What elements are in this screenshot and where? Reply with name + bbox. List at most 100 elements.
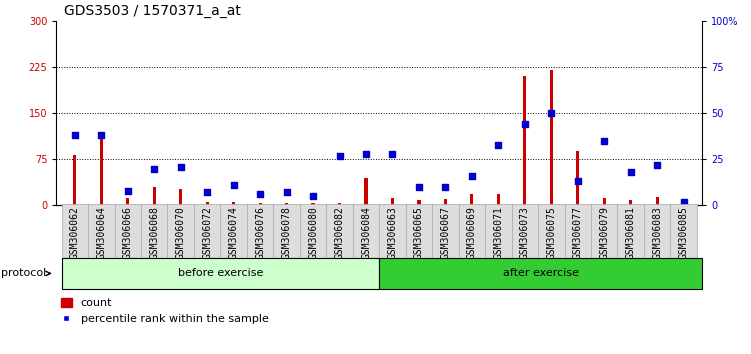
Text: GSM306079: GSM306079 xyxy=(599,206,609,259)
Bar xyxy=(496,194,500,205)
Text: GSM306066: GSM306066 xyxy=(123,206,133,259)
FancyBboxPatch shape xyxy=(300,204,327,258)
Point xyxy=(439,184,451,190)
Point xyxy=(333,153,345,159)
Text: GSM306074: GSM306074 xyxy=(228,206,239,259)
FancyBboxPatch shape xyxy=(353,204,379,258)
Text: GDS3503 / 1570371_a_at: GDS3503 / 1570371_a_at xyxy=(64,4,241,18)
FancyBboxPatch shape xyxy=(511,204,538,258)
Bar xyxy=(391,198,394,205)
Point xyxy=(175,164,187,170)
FancyBboxPatch shape xyxy=(459,204,485,258)
FancyBboxPatch shape xyxy=(194,204,221,258)
FancyBboxPatch shape xyxy=(644,204,671,258)
Text: GSM306081: GSM306081 xyxy=(626,206,635,259)
Bar xyxy=(576,151,579,205)
Point xyxy=(281,190,293,195)
FancyBboxPatch shape xyxy=(62,204,88,258)
Point xyxy=(545,110,557,116)
FancyBboxPatch shape xyxy=(115,204,141,258)
Text: GSM306084: GSM306084 xyxy=(361,206,371,259)
Bar xyxy=(444,199,447,205)
Bar xyxy=(523,76,526,205)
FancyBboxPatch shape xyxy=(432,204,459,258)
Text: GSM306085: GSM306085 xyxy=(679,206,689,259)
Bar xyxy=(550,70,553,205)
Text: GSM306073: GSM306073 xyxy=(520,206,530,259)
Bar xyxy=(285,204,288,205)
Bar xyxy=(152,187,156,205)
Bar xyxy=(470,194,473,205)
Bar xyxy=(629,200,632,205)
Legend: count, percentile rank within the sample: count, percentile rank within the sample xyxy=(56,294,273,329)
Text: GSM306069: GSM306069 xyxy=(467,206,477,259)
Point xyxy=(466,173,478,179)
Bar xyxy=(364,178,367,205)
FancyBboxPatch shape xyxy=(273,204,300,258)
FancyBboxPatch shape xyxy=(485,204,511,258)
Point xyxy=(599,138,611,144)
FancyBboxPatch shape xyxy=(617,204,644,258)
Point xyxy=(201,190,213,195)
Bar xyxy=(682,204,685,205)
Text: GSM306072: GSM306072 xyxy=(202,206,213,259)
Text: GSM306065: GSM306065 xyxy=(414,206,424,259)
Bar xyxy=(206,202,209,205)
Point xyxy=(387,151,399,156)
Point xyxy=(148,166,160,171)
Text: GSM306070: GSM306070 xyxy=(176,206,185,259)
Text: GSM306067: GSM306067 xyxy=(440,206,451,259)
Bar xyxy=(179,189,182,205)
Text: GSM306078: GSM306078 xyxy=(282,206,291,259)
Bar xyxy=(656,197,659,205)
Point xyxy=(651,162,663,168)
FancyBboxPatch shape xyxy=(141,204,167,258)
FancyBboxPatch shape xyxy=(379,204,406,258)
FancyBboxPatch shape xyxy=(327,204,353,258)
Point xyxy=(228,182,240,188)
Text: GSM306063: GSM306063 xyxy=(388,206,397,259)
Point xyxy=(519,121,531,127)
Text: GSM306075: GSM306075 xyxy=(546,206,556,259)
FancyBboxPatch shape xyxy=(247,204,273,258)
FancyBboxPatch shape xyxy=(88,204,115,258)
Text: GSM306064: GSM306064 xyxy=(96,206,107,259)
FancyBboxPatch shape xyxy=(62,258,379,289)
Point xyxy=(95,132,107,138)
Bar xyxy=(418,200,421,205)
FancyBboxPatch shape xyxy=(167,204,194,258)
Text: before exercise: before exercise xyxy=(178,268,263,279)
Point xyxy=(572,178,584,184)
Point xyxy=(413,184,425,190)
FancyBboxPatch shape xyxy=(591,204,617,258)
Text: GSM306071: GSM306071 xyxy=(493,206,503,259)
FancyBboxPatch shape xyxy=(538,204,565,258)
FancyBboxPatch shape xyxy=(221,204,247,258)
FancyBboxPatch shape xyxy=(671,204,697,258)
Text: GSM306068: GSM306068 xyxy=(149,206,159,259)
Point xyxy=(360,151,372,156)
Point xyxy=(307,193,319,199)
Text: GSM306062: GSM306062 xyxy=(70,206,80,259)
Point xyxy=(677,199,689,205)
FancyBboxPatch shape xyxy=(565,204,591,258)
Text: GSM306080: GSM306080 xyxy=(308,206,318,259)
Text: GSM306082: GSM306082 xyxy=(334,206,345,259)
Text: GSM306076: GSM306076 xyxy=(255,206,265,259)
Bar xyxy=(232,202,235,205)
Bar xyxy=(602,198,606,205)
Point xyxy=(493,142,505,147)
Point xyxy=(122,188,134,193)
Bar xyxy=(74,155,77,205)
Text: after exercise: after exercise xyxy=(502,268,579,279)
Point xyxy=(254,192,266,197)
Bar xyxy=(258,204,262,205)
Text: protocol: protocol xyxy=(1,268,50,279)
Text: GSM306083: GSM306083 xyxy=(652,206,662,259)
Bar xyxy=(312,204,315,205)
Bar xyxy=(126,198,129,205)
Text: GSM306077: GSM306077 xyxy=(573,206,583,259)
FancyBboxPatch shape xyxy=(406,204,432,258)
FancyBboxPatch shape xyxy=(379,258,702,289)
Bar xyxy=(338,204,341,205)
